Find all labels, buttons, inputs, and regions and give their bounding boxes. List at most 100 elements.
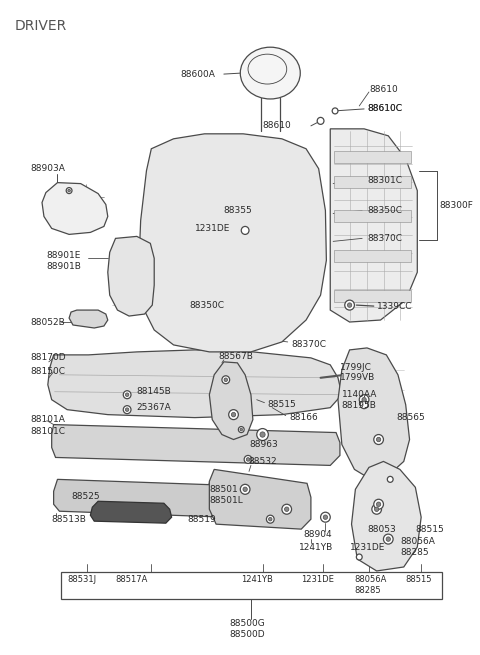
Text: 88567B: 88567B bbox=[218, 352, 253, 362]
Text: 88963: 88963 bbox=[249, 440, 278, 449]
Text: 88370C: 88370C bbox=[291, 341, 326, 349]
Text: 88904: 88904 bbox=[303, 530, 332, 538]
Bar bbox=[334, 250, 411, 262]
Circle shape bbox=[332, 108, 338, 114]
Text: 88500D: 88500D bbox=[229, 630, 265, 639]
Circle shape bbox=[360, 401, 368, 409]
Circle shape bbox=[125, 408, 129, 411]
Text: 88285: 88285 bbox=[354, 586, 381, 595]
Circle shape bbox=[317, 117, 324, 124]
Text: 88056A: 88056A bbox=[401, 536, 436, 546]
Circle shape bbox=[260, 432, 265, 438]
Polygon shape bbox=[54, 479, 291, 519]
Text: 88301C: 88301C bbox=[367, 176, 402, 185]
Polygon shape bbox=[330, 129, 417, 322]
Circle shape bbox=[240, 484, 250, 495]
Text: 88610: 88610 bbox=[369, 84, 398, 94]
Circle shape bbox=[285, 507, 289, 512]
Text: 88901E: 88901E bbox=[46, 251, 80, 260]
Text: 88532: 88532 bbox=[248, 457, 276, 466]
Text: 1140AA: 1140AA bbox=[342, 390, 377, 399]
Circle shape bbox=[362, 398, 366, 402]
Text: 88195B: 88195B bbox=[342, 401, 377, 410]
Polygon shape bbox=[69, 310, 108, 328]
Text: 1231DE: 1231DE bbox=[301, 576, 334, 584]
Text: 88515: 88515 bbox=[406, 576, 432, 584]
Text: 1339CC: 1339CC bbox=[377, 301, 412, 310]
Text: 88370C: 88370C bbox=[367, 234, 402, 243]
Circle shape bbox=[123, 391, 131, 399]
Text: 88300F: 88300F bbox=[440, 201, 473, 210]
Text: 88056A: 88056A bbox=[354, 576, 387, 584]
Circle shape bbox=[321, 512, 330, 522]
Text: 88101A: 88101A bbox=[30, 415, 65, 424]
Circle shape bbox=[222, 376, 229, 384]
Text: 88355: 88355 bbox=[224, 206, 252, 215]
Circle shape bbox=[374, 499, 384, 509]
Text: 88170D: 88170D bbox=[30, 353, 66, 362]
Text: 88053: 88053 bbox=[367, 525, 396, 534]
Text: DRIVER: DRIVER bbox=[15, 19, 67, 33]
Text: 88513B: 88513B bbox=[52, 515, 86, 524]
Text: 88350C: 88350C bbox=[367, 206, 402, 215]
Text: 1231DE: 1231DE bbox=[349, 542, 385, 552]
Bar bbox=[334, 210, 411, 223]
Polygon shape bbox=[48, 350, 342, 418]
Circle shape bbox=[257, 428, 268, 441]
Bar bbox=[61, 572, 443, 599]
Circle shape bbox=[266, 515, 274, 523]
Circle shape bbox=[125, 393, 129, 396]
Circle shape bbox=[345, 300, 354, 310]
Text: 88565: 88565 bbox=[396, 413, 425, 422]
Text: 88525: 88525 bbox=[71, 492, 100, 501]
Circle shape bbox=[231, 413, 236, 417]
Circle shape bbox=[123, 405, 131, 414]
Polygon shape bbox=[209, 362, 253, 440]
Polygon shape bbox=[209, 470, 311, 529]
Text: 1241YB: 1241YB bbox=[241, 576, 273, 584]
Text: 88501: 88501 bbox=[209, 485, 238, 494]
Text: 88500G: 88500G bbox=[229, 619, 265, 628]
Circle shape bbox=[240, 428, 242, 431]
Circle shape bbox=[224, 378, 228, 382]
Text: 1231DE: 1231DE bbox=[195, 224, 230, 233]
Polygon shape bbox=[351, 461, 421, 571]
Text: 1799VB: 1799VB bbox=[340, 373, 375, 383]
Text: 88600A: 88600A bbox=[180, 69, 215, 79]
Text: 88350C: 88350C bbox=[189, 301, 224, 310]
Circle shape bbox=[246, 458, 250, 461]
Circle shape bbox=[387, 476, 393, 482]
Polygon shape bbox=[338, 348, 409, 479]
Circle shape bbox=[228, 409, 239, 420]
Text: 88610C: 88610C bbox=[367, 104, 402, 113]
Polygon shape bbox=[139, 134, 326, 352]
Circle shape bbox=[239, 426, 244, 432]
Circle shape bbox=[374, 507, 379, 512]
Text: 1241YB: 1241YB bbox=[300, 542, 334, 552]
Text: 88166: 88166 bbox=[289, 413, 318, 422]
Text: 88515: 88515 bbox=[415, 525, 444, 534]
Text: 88145B: 88145B bbox=[137, 387, 171, 396]
Polygon shape bbox=[90, 501, 172, 523]
Circle shape bbox=[386, 537, 390, 541]
Circle shape bbox=[359, 395, 369, 405]
Circle shape bbox=[376, 502, 381, 506]
Text: 88903A: 88903A bbox=[30, 164, 65, 173]
Polygon shape bbox=[52, 424, 340, 466]
Text: 88517A: 88517A bbox=[116, 576, 148, 584]
Text: 25367A: 25367A bbox=[137, 403, 171, 412]
Text: 88150C: 88150C bbox=[30, 367, 65, 377]
Text: 88052B: 88052B bbox=[30, 318, 65, 327]
Circle shape bbox=[323, 515, 327, 519]
Bar bbox=[334, 290, 411, 302]
Text: 88515: 88515 bbox=[267, 400, 296, 409]
Text: 1799JC: 1799JC bbox=[340, 364, 372, 372]
Text: 88501L: 88501L bbox=[209, 496, 243, 505]
Polygon shape bbox=[108, 236, 154, 316]
Circle shape bbox=[243, 487, 247, 491]
Circle shape bbox=[374, 434, 384, 445]
Text: 88519: 88519 bbox=[187, 515, 216, 524]
Circle shape bbox=[268, 517, 272, 521]
Circle shape bbox=[384, 534, 393, 544]
Bar bbox=[334, 151, 411, 162]
